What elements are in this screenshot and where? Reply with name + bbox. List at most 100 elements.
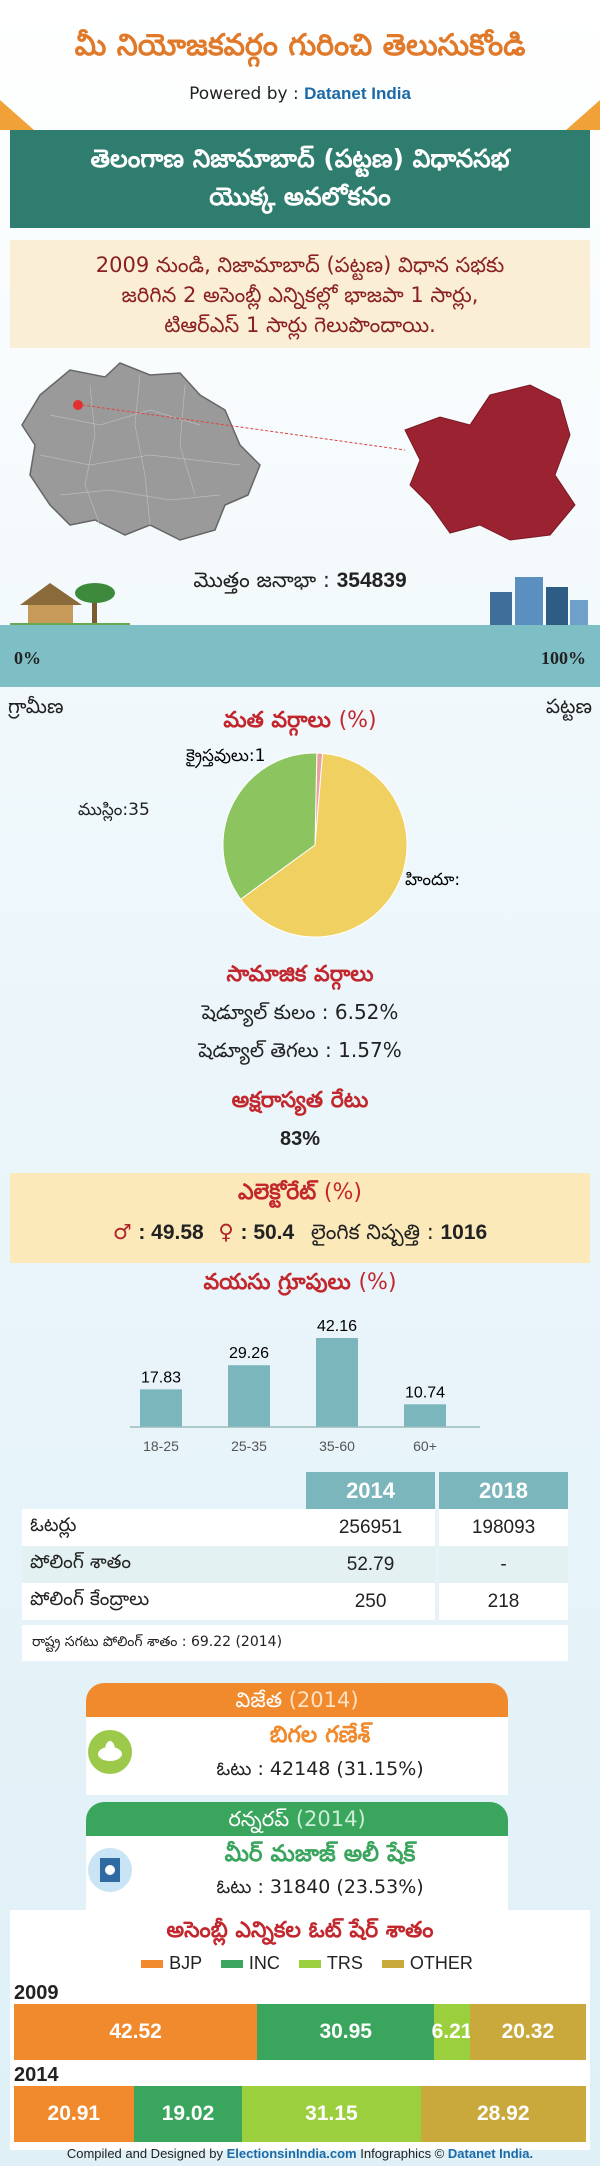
st-row: షెడ్యూల్ తెగలు : 1.57% (0, 1038, 600, 1067)
legend-label-bjp: BJP (169, 1953, 202, 1973)
winner-body (86, 1717, 508, 1795)
female-icon: ♀ (218, 1220, 234, 1244)
age-bar-value-label: 29.26 (229, 1345, 269, 1362)
ribbon-right-decoration (566, 100, 600, 130)
female-percent: 50.4 (253, 1221, 295, 1244)
legend-label-other: OTHER (409, 1953, 473, 1973)
summary-line-3: టిఆర్ఎస్ 1 సార్లు గెలుపొందాయి. (164, 313, 436, 337)
st-value: 1.57% (338, 1038, 402, 1062)
page-title: మీ నియోజకవర్గం గురించి తెలుసుకోండి (74, 28, 526, 63)
footer-middle: Infographics © (360, 2146, 445, 2161)
literacy-value: 83% (279, 1128, 321, 1150)
age-category-label: 35-60 (319, 1438, 355, 1454)
age-title-text: వయసు గ్రూపులు (203, 1270, 351, 1295)
age-title: వయసు గ్రూపులు (%) (0, 1270, 600, 1300)
vote-share-segment-trs: 31.15 (242, 2086, 421, 2142)
vote-share-segment-other: 28.92 (420, 2086, 586, 2142)
footer-site-link[interactable]: ElectionsinIndia.com (226, 2146, 357, 2161)
rural-urban-bar (0, 625, 600, 687)
runner-name: మీర్ మజాజ్ అలీ షేక్ (224, 1841, 416, 1867)
winner-header: విజేత (2014) (86, 1683, 508, 1717)
year-label-2014: 2014 (14, 2064, 59, 2086)
row-label: పోలింగ్ శాతం (22, 1546, 307, 1583)
urban-label: పట్టణ (545, 694, 592, 718)
summary-line-2: జరిగిన 2 అసెంబ్లీ ఎన్నికల్లో భాజపా 1 సార… (121, 283, 479, 307)
cell-2014: 250 (306, 1583, 436, 1620)
age-category-label: 18-25 (143, 1438, 179, 1454)
powered-prefix: Powered by : (189, 84, 299, 104)
nizamabad-urban-map (404, 384, 576, 541)
electorate-stats: ♂ : 49.58 ♀ : 50.4 లైంగిక నిష్పత్తి : 10… (112, 1220, 488, 1244)
winner-title: విజేత (235, 1688, 283, 1712)
state-average-note: రాష్ట్ర సగటు పోలింగ్ శాతం : 69.22 (2014) (22, 1625, 568, 1661)
cell-2018: 218 (439, 1583, 568, 1620)
telangana-state-map (21, 362, 261, 541)
vote-share-legend: BJP INC TRS OTHER (0, 1953, 600, 1974)
cell-2018: 198093 (439, 1509, 568, 1546)
st-label: షెడ్యూల్ తెగలు : (198, 1038, 332, 1062)
pie-label-muslim-text: ముస్లిం:35 (78, 800, 150, 820)
legend-label-inc: INC (248, 1953, 280, 1973)
row-label: పోలింగ్ కేంద్రాలు (22, 1583, 307, 1620)
rural-label: గ్రామీణ (8, 694, 64, 718)
vote-share-bar-2014: 20.91 19.02 31.15 28.92 (14, 2086, 586, 2142)
age-category-label: 25-35 (231, 1438, 267, 1454)
vote-share-bar-2009: 42.52 30.95 6.21 20.32 (14, 2004, 586, 2060)
age-bar (228, 1365, 270, 1427)
literacy-title: అక్షరాస్యత రేటు (231, 1088, 369, 1113)
age-unit: (%) (358, 1270, 397, 1295)
constituency-banner: తెలంగాణ నిజామాబాద్ (పట్టణ) విధానసభ యొక్క… (10, 130, 590, 228)
winner-year: (2014) (288, 1688, 359, 1712)
banner-line-1: తెలంగాణ నిజామాబాద్ (పట్టణ) విధానసభ (90, 144, 510, 173)
runner-votes: ఓటు : 31840 (23.53%) (216, 1876, 424, 1898)
powered-by: Powered by : Datanet India (0, 84, 600, 104)
vote-share-segment-inc: 30.95 (257, 2004, 435, 2060)
party-symbol-icon (88, 1848, 132, 1892)
constituency-map (21, 362, 576, 541)
row-label: ఓటర్లు (22, 1509, 307, 1546)
pie-slice-hindu (239, 752, 408, 938)
table-row: పోలింగ్ కేంద్రాలు 250 218 (22, 1583, 568, 1620)
urban-percent: 100% (541, 648, 586, 668)
electorate-title-text: ఎలెక్టోరేట్ (237, 1180, 317, 1205)
table-row: పోలింగ్ శాతం 52.79 - (22, 1546, 568, 1583)
table-header-2014: 2014 (306, 1472, 436, 1509)
runner-title: రన్నరప్ (228, 1807, 290, 1831)
total-population: మొత్తం జనాభా : 354839 (0, 568, 600, 598)
legend-swatch-inc (220, 1960, 243, 1969)
sex-ratio-value: 1016 (440, 1221, 488, 1244)
age-bar (316, 1337, 358, 1427)
bjp-lotus-symbol-icon (88, 1730, 132, 1774)
age-bar-value-label: 42.16 (317, 1318, 357, 1335)
population-value: 354839 (336, 569, 407, 592)
banner-line-2: యొక్క అవలోకనం (209, 182, 391, 211)
powered-brand: Datanet India (304, 84, 411, 103)
pie-label-hindu: హిందూ:63 (405, 870, 460, 890)
election-summary: 2009 నుండి, నిజామాబాద్ (పట్టణ) విధాన సభక… (10, 240, 590, 348)
population-label: మొత్తం జనాభా : (193, 568, 330, 592)
vote-share-segment-bjp: 20.91 (14, 2086, 134, 2142)
male-icon: ♂ (112, 1220, 132, 1244)
rural-percent: 0% (14, 648, 41, 668)
religion-unit: (%) (338, 708, 377, 733)
sc-label: షెడ్యూల్ కులం : (201, 1000, 329, 1024)
table-header-2018: 2018 (439, 1472, 568, 1509)
age-bar-value-label: 17.83 (141, 1369, 181, 1386)
age-bar-chart: 17.83 18-25 29.26 25-35 42.16 35-60 10.74 60+ (130, 1318, 480, 1454)
religion-pie-chart: క్రైస్తవులు:1 హిందూ:63 (186, 746, 460, 938)
runner-body (86, 1836, 508, 1914)
sc-value: 6.52% (334, 1000, 399, 1024)
winner-name: బిగల గణేశ్ (269, 1722, 371, 1748)
legend-label-trs: TRS (326, 1953, 363, 1973)
urban-buildings-icon (490, 577, 588, 630)
location-marker-icon (73, 400, 83, 410)
legend-swatch-bjp (141, 1960, 164, 1969)
runner-year: (2014) (295, 1807, 366, 1831)
pie-label-christian: క్రైస్తవులు:1 (186, 746, 265, 769)
legend-swatch-trs (298, 1960, 321, 1969)
age-bar (404, 1404, 446, 1427)
pie-slice-muslim (222, 752, 318, 900)
sc-row: షెడ్యూల్ కులం : 6.52% (0, 1000, 600, 1029)
age-category-label: 60+ (413, 1438, 437, 1454)
legend-swatch-other (381, 1960, 404, 1969)
